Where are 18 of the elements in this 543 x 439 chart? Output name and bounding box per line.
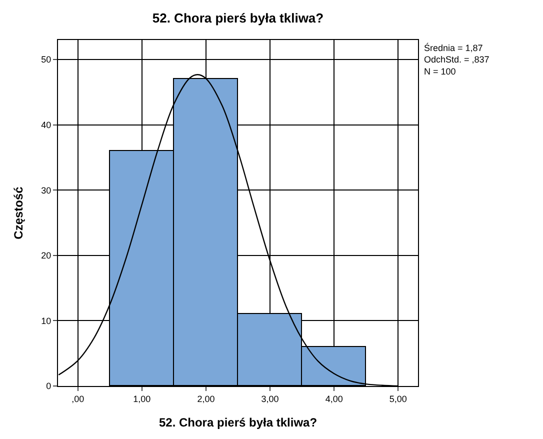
text: OdchStd. = ,837	[424, 54, 490, 65]
y-axis-title: Częstość	[11, 186, 26, 240]
y-tick-label: 30	[41, 185, 52, 196]
x-tick-label: 4,00	[325, 394, 343, 404]
y-tick-label: 40	[41, 120, 52, 130]
x-tick-label: ,00	[72, 394, 84, 404]
y-tick-label: 10	[41, 316, 52, 326]
x-tick-label: 5,00	[389, 394, 407, 404]
x-axis-title: 52. Chora pierś była tkliwa?	[158, 416, 318, 430]
y-tick-label: 20	[41, 250, 52, 261]
x-tick-label: 3,00	[261, 394, 279, 404]
text: Średnia = 1,87	[424, 42, 483, 53]
x-tick-label: 1,00	[133, 394, 151, 404]
chart-title: 52. Chora pierś była tkliwa?	[152, 10, 324, 26]
y-tick-label: 0	[46, 381, 52, 392]
x-tick-label: 2,00	[197, 394, 215, 404]
text: N = 100	[424, 66, 456, 76]
y-tick-label: 50	[41, 54, 52, 65]
